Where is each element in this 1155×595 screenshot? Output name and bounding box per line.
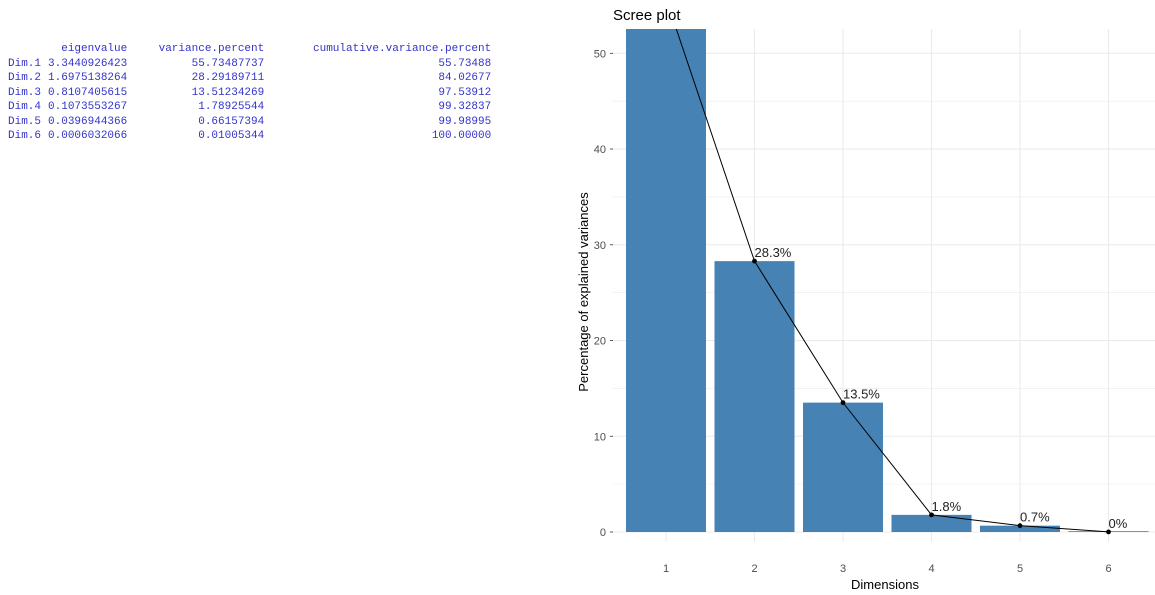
cumulative-variance-cell: 99.98995	[438, 115, 492, 128]
data-label: 13.5%	[843, 387, 880, 402]
console-output: eigenvalue variance.percent cumulative.v…	[8, 42, 491, 144]
table-row: Dim.5 0.0396944366 0.66157394 99.98995	[8, 115, 491, 130]
y-tick-label: 10	[594, 431, 606, 443]
row-name: Dim.4	[8, 101, 42, 113]
x-axis-label: Dimensions	[851, 577, 919, 592]
eigenvalue-cell: 0.0006032066	[48, 130, 128, 142]
eigenvalue-cell: 0.0396944366	[48, 115, 128, 128]
row-name: Dim.2	[8, 72, 42, 84]
y-axis-ticks: 0 10 20 30 40 50	[594, 48, 613, 539]
header-cumulative-variance-percent: cumulative.variance.percent	[313, 43, 492, 55]
row-name: Dim.5	[8, 115, 42, 128]
variance-percent-cell: 28.29189711	[191, 72, 265, 84]
cumulative-variance-cell: 99.32837	[438, 101, 492, 113]
bars	[626, 29, 1149, 532]
eigenvalue-cell: 0.8107405615	[48, 86, 128, 99]
eigenvalue-cell: 1.6975138264	[48, 72, 128, 84]
header-rowname	[8, 42, 48, 57]
data-label: 0%	[1109, 516, 1128, 531]
table-row: Dim.4 0.1073553267 1.78925544 99.32837	[8, 100, 491, 115]
data-point	[1017, 523, 1023, 529]
x-tick-label: 1	[663, 563, 669, 575]
cumulative-variance-cell: 55.73488	[438, 57, 492, 70]
variance-percent-cell: 55.73487737	[191, 57, 265, 70]
data-label: 1.8%	[932, 499, 962, 514]
bar-dim-5	[980, 525, 1060, 532]
variance-percent-cell: 13.51234269	[191, 86, 265, 99]
variance-percent-cell: 0.66157394	[198, 115, 265, 128]
header-eigenvalue: eigenvalue	[61, 43, 128, 55]
eigenvalue-cell: 0.1073553267	[48, 101, 128, 113]
x-axis-ticks: 1 2 3 4 5 6	[663, 563, 1112, 575]
chart-title: Scree plot	[613, 7, 681, 24]
variance-polyline	[675, 29, 1109, 533]
y-tick-label: 30	[594, 240, 606, 252]
data-point	[929, 512, 934, 518]
row-name: Dim.1	[8, 57, 42, 70]
eigenvalue-cell: 3.3440926423	[48, 57, 128, 70]
data-point	[664, 0, 669, 1]
x-tick-label: 2	[751, 563, 757, 575]
table-row: Dim.6 0.0006032066 0.01005344 100.00000	[8, 129, 491, 144]
y-tick-label: 20	[594, 336, 606, 348]
table-header-row: eigenvalue variance.percent cumulative.v…	[8, 42, 491, 57]
table-row: Dim.3 0.8107405615 13.51234269 97.53912	[8, 86, 491, 101]
variance-line	[664, 0, 1111, 535]
x-tick-label: 6	[1105, 563, 1111, 575]
eigenvalue-table: eigenvalue variance.percent cumulative.v…	[8, 42, 491, 144]
bar-dim-3	[803, 402, 883, 532]
cumulative-variance-cell: 97.53912	[438, 86, 492, 99]
data-labels: 28.3% 13.5% 1.8% 0.7% 0%	[755, 245, 1128, 531]
data-label: 28.3%	[755, 245, 792, 260]
table-row: Dim.1 3.3440926423 55.73487737 55.73488	[8, 57, 491, 72]
data-point	[1106, 529, 1111, 535]
row-name: Dim.6	[8, 130, 42, 142]
data-label: 0.7%	[1020, 510, 1050, 525]
data-point	[840, 400, 846, 406]
y-tick-label: 0	[600, 527, 606, 539]
y-tick-label: 40	[594, 144, 606, 156]
cumulative-variance-cell: 100.00000	[431, 130, 492, 142]
variance-percent-cell: 1.78925544	[198, 101, 265, 113]
x-tick-label: 4	[928, 563, 934, 575]
bar-dim-1	[626, 29, 706, 532]
y-axis-label: Percentage of explained variances	[576, 192, 591, 392]
y-tick-label: 50	[594, 48, 606, 60]
x-tick-label: 5	[1017, 563, 1023, 575]
row-name: Dim.3	[8, 86, 42, 99]
header-variance-percent: variance.percent	[158, 43, 265, 55]
table-row: Dim.2 1.6975138264 28.29189711 84.02677	[8, 71, 491, 86]
variance-percent-cell: 0.01005344	[198, 130, 265, 142]
bar-dim-4	[891, 514, 972, 532]
data-point	[752, 258, 757, 264]
cumulative-variance-cell: 84.02677	[438, 72, 492, 84]
x-tick-label: 3	[840, 563, 846, 575]
bar-dim-2	[714, 261, 795, 532]
